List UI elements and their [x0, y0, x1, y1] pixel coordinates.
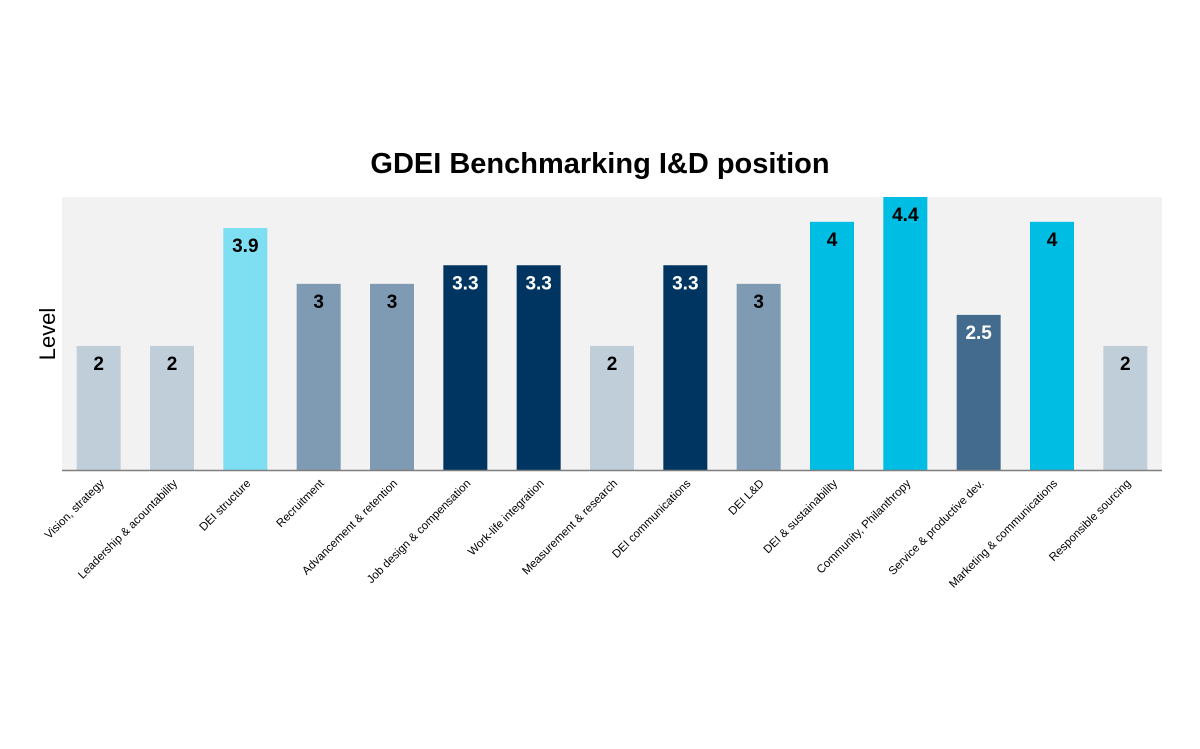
data-label: 4: [827, 230, 838, 251]
bar: [223, 228, 268, 470]
bar: [736, 283, 781, 470]
data-label: 3.3: [452, 273, 478, 294]
x-tick-label: DEI structure: [198, 478, 254, 534]
x-tick-label: Responsible sourcing: [1047, 478, 1133, 564]
bar: [516, 265, 561, 470]
bar: [76, 345, 121, 470]
bar: [296, 283, 341, 470]
bar: [1103, 345, 1148, 470]
x-tick-label: Recruitment: [274, 477, 327, 530]
data-label: 3: [387, 292, 398, 313]
data-label: 3.3: [525, 273, 551, 294]
data-label: 3: [313, 292, 324, 313]
data-label: 2.5: [965, 323, 992, 344]
bar: [443, 265, 488, 470]
data-label: 3: [753, 292, 764, 313]
x-tick-label: DEI L&D: [727, 478, 767, 518]
data-label: 2: [1120, 354, 1131, 375]
chart-title: GDEI Benchmarking I&D position: [370, 148, 829, 180]
y-axis-label: Level: [35, 308, 60, 361]
data-label: 3.3: [672, 273, 698, 294]
bar: [370, 283, 414, 470]
data-label: 2: [93, 354, 104, 375]
x-tick-label: DEI & sustainability: [762, 477, 841, 556]
bar: [956, 314, 1001, 470]
data-label: 4.4: [892, 205, 919, 226]
data-label: 2: [167, 354, 178, 375]
data-label: 4: [1047, 230, 1058, 251]
bar: [590, 345, 634, 470]
data-label: 3.9: [232, 236, 258, 257]
bar: [663, 265, 708, 470]
bar: [810, 221, 854, 470]
x-tick-label: Work-life integration: [466, 478, 547, 559]
x-tick-label: DEI communications: [610, 477, 693, 560]
bar: [150, 345, 194, 470]
data-label: 2: [607, 354, 618, 375]
bar: [883, 197, 928, 470]
x-tick-label: Vision, strategy: [43, 477, 107, 541]
bar: [1030, 221, 1074, 470]
